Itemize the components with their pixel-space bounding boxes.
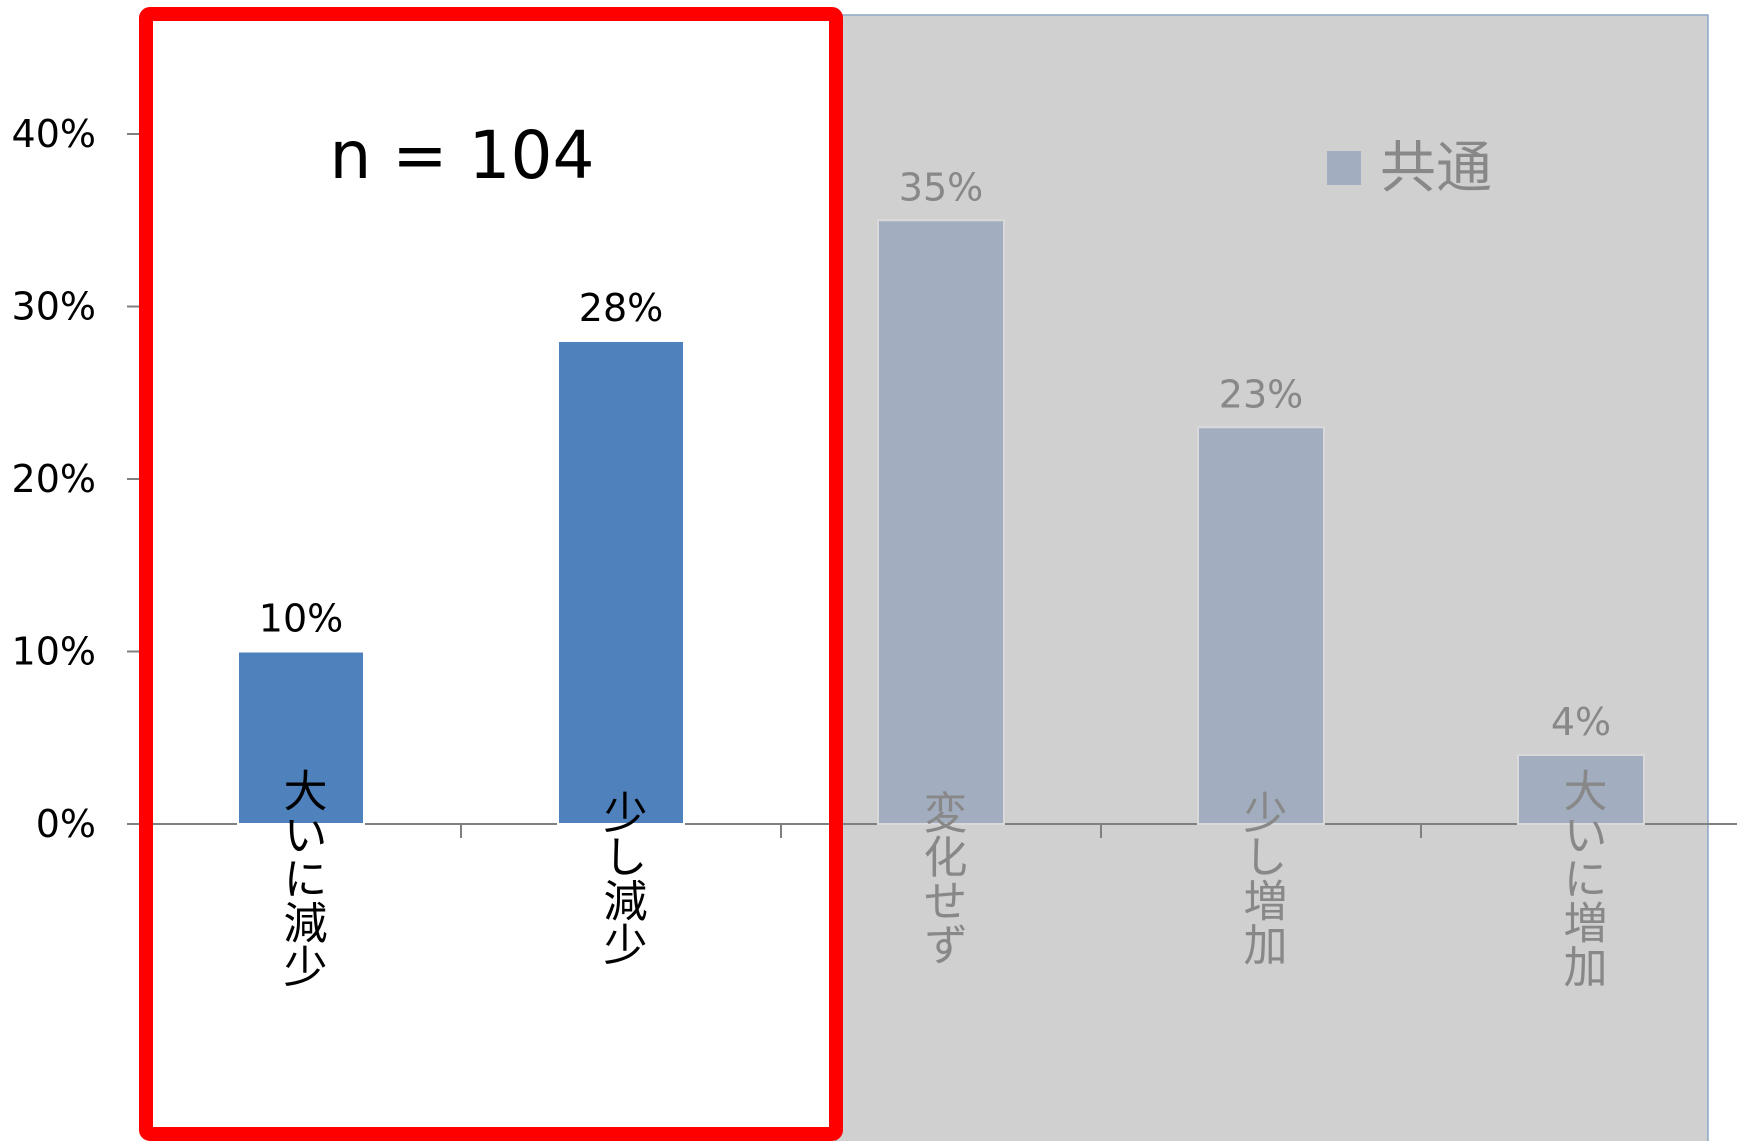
category-label: 変化せず <box>916 790 967 966</box>
y-tick-label: 20% <box>12 457 96 501</box>
bar <box>1517 754 1645 825</box>
category-label: 少し増加 <box>1236 790 1287 966</box>
highlight-frame <box>139 7 843 1141</box>
bar <box>237 650 365 825</box>
category-label: 大いに増加 <box>1556 768 1607 988</box>
data-label: 4% <box>1551 700 1611 744</box>
legend-label: 共通 <box>1380 136 1492 201</box>
category-label: 少し減少 <box>596 790 647 966</box>
data-label: 10% <box>259 597 343 641</box>
bar <box>1197 426 1325 825</box>
y-tick-label: 10% <box>12 630 96 674</box>
y-tick-label: 30% <box>12 285 96 329</box>
bar <box>557 340 685 825</box>
data-label: 28% <box>579 286 663 330</box>
bar <box>877 219 1005 825</box>
sample-size-annotation: n = 104 <box>329 117 594 194</box>
data-label: 35% <box>899 165 983 209</box>
y-tick-label: 0% <box>36 802 96 846</box>
category-label: 大いに減少 <box>276 768 327 988</box>
y-tick-label: 40% <box>12 112 96 156</box>
legend-swatch <box>1327 151 1361 185</box>
data-label: 23% <box>1219 372 1303 416</box>
